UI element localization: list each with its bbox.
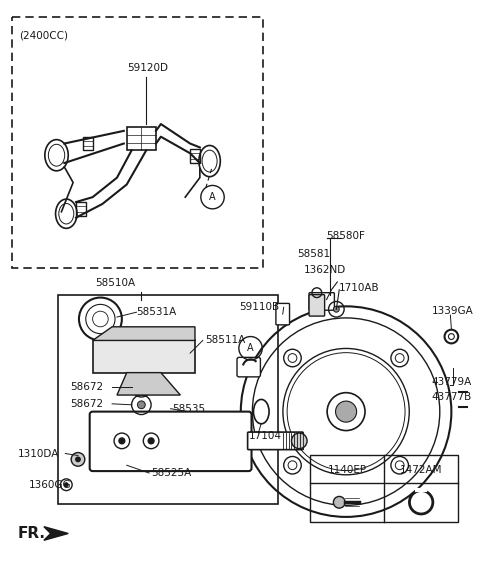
Polygon shape bbox=[93, 341, 195, 373]
Circle shape bbox=[137, 401, 145, 409]
Text: A: A bbox=[209, 192, 216, 202]
Circle shape bbox=[71, 453, 85, 466]
Text: A: A bbox=[247, 343, 254, 353]
Text: 59120D: 59120D bbox=[127, 63, 168, 73]
Text: 1710AB: 1710AB bbox=[339, 283, 380, 293]
Text: 58580F: 58580F bbox=[326, 231, 365, 241]
Text: 58525A: 58525A bbox=[151, 468, 192, 478]
Circle shape bbox=[291, 433, 307, 449]
Bar bbox=[310, 456, 458, 522]
Circle shape bbox=[79, 297, 122, 341]
Circle shape bbox=[148, 438, 154, 444]
Circle shape bbox=[334, 306, 339, 312]
Text: 43777B: 43777B bbox=[432, 392, 472, 402]
Polygon shape bbox=[93, 327, 195, 341]
Circle shape bbox=[334, 496, 345, 508]
FancyBboxPatch shape bbox=[309, 295, 324, 316]
Bar bbox=[59, 295, 278, 504]
FancyBboxPatch shape bbox=[237, 357, 261, 377]
Text: 1140EP: 1140EP bbox=[327, 465, 367, 475]
Circle shape bbox=[391, 350, 408, 367]
Text: 58511A: 58511A bbox=[205, 335, 245, 346]
Circle shape bbox=[284, 457, 301, 474]
Polygon shape bbox=[117, 373, 180, 395]
Bar bbox=[190, 149, 200, 163]
Text: 58581: 58581 bbox=[297, 249, 330, 259]
Bar bbox=[12, 17, 263, 268]
FancyBboxPatch shape bbox=[90, 412, 252, 471]
Circle shape bbox=[336, 401, 357, 422]
Bar bbox=[83, 137, 93, 150]
FancyBboxPatch shape bbox=[276, 304, 289, 325]
Text: 43779A: 43779A bbox=[432, 378, 472, 388]
Text: (2400CC): (2400CC) bbox=[20, 30, 69, 40]
FancyBboxPatch shape bbox=[309, 293, 335, 310]
Text: 1472AM: 1472AM bbox=[400, 465, 443, 475]
Circle shape bbox=[391, 457, 408, 474]
Text: 1310DA: 1310DA bbox=[18, 449, 59, 458]
Polygon shape bbox=[44, 527, 68, 540]
Circle shape bbox=[284, 350, 301, 367]
FancyBboxPatch shape bbox=[248, 432, 303, 449]
Bar bbox=[76, 202, 86, 215]
Text: 58535: 58535 bbox=[172, 404, 205, 413]
Circle shape bbox=[75, 457, 81, 462]
Circle shape bbox=[119, 438, 125, 444]
Text: FR.: FR. bbox=[18, 526, 46, 541]
Text: 58510A: 58510A bbox=[95, 278, 135, 288]
Circle shape bbox=[415, 496, 427, 508]
Text: 58531A: 58531A bbox=[136, 307, 177, 317]
Text: 59110B: 59110B bbox=[239, 302, 279, 312]
Text: 1339GA: 1339GA bbox=[432, 306, 474, 316]
Circle shape bbox=[64, 482, 69, 487]
Text: 1362ND: 1362ND bbox=[304, 265, 347, 275]
Circle shape bbox=[137, 387, 145, 394]
Circle shape bbox=[327, 393, 365, 431]
Bar bbox=[127, 127, 156, 150]
Text: 17104: 17104 bbox=[249, 431, 282, 441]
Text: 58672: 58672 bbox=[70, 382, 103, 392]
Text: 1360GG: 1360GG bbox=[29, 480, 72, 490]
Text: 58672: 58672 bbox=[70, 399, 103, 409]
